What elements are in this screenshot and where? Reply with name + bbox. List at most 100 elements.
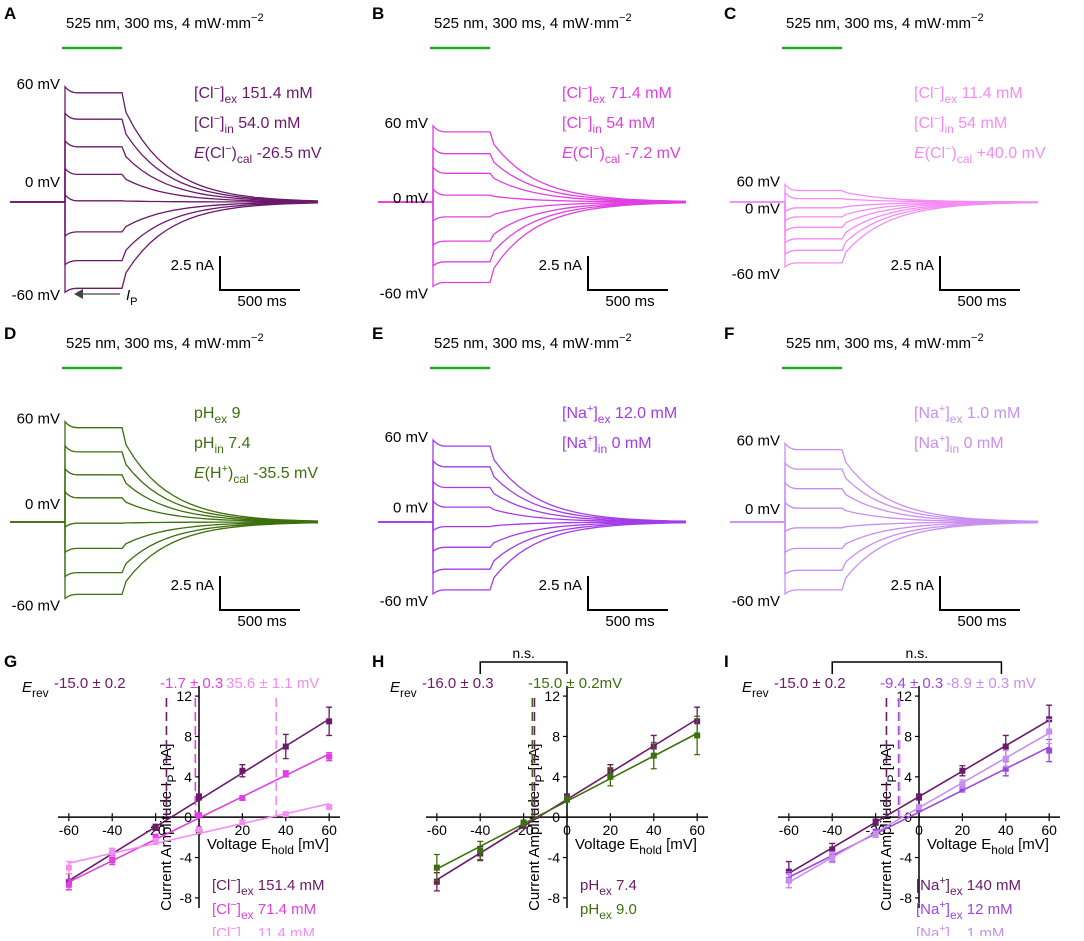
panel-letter: I — [724, 652, 729, 671]
y-tick-label: 4 — [904, 769, 912, 785]
stimulus-label: 525 nm, 300 ms, 4 mW·mm−2 — [786, 332, 984, 352]
current-trace — [378, 201, 687, 247]
voltage-label-neg60: -60 mV — [12, 597, 60, 614]
scale-bar — [587, 256, 668, 291]
y-tick-label: 8 — [184, 728, 192, 744]
condition-text: [Cl−]in 54 mM — [914, 113, 1007, 136]
data-point — [1002, 755, 1009, 762]
trace-panel-f: F 525 nm, 300 ms, 4 mW·mm−2 60 mV 0 mV -60 m… — [724, 324, 1039, 630]
data-point — [196, 826, 202, 833]
data-point — [152, 838, 159, 845]
current-trace — [730, 461, 1039, 523]
trace-panel-e: E 525 nm, 300 ms, 4 mW·mm−2 60 mV 0 mV -60 m… — [372, 324, 687, 630]
current-trace — [10, 521, 319, 600]
erev-value: -9.4 ± 0.3 — [880, 675, 943, 692]
scale-bar-time: 500 ms — [605, 293, 654, 310]
significance-bracket — [831, 661, 1003, 674]
condition-text: E(Cl−)cal +40.0 mV — [914, 143, 1046, 166]
scale-bar — [219, 256, 300, 291]
scale-bar-current: 2.5 nA — [891, 257, 934, 274]
current-trace — [10, 521, 318, 529]
erev-value: -15.0 ± 0.2 — [54, 675, 126, 692]
data-point — [152, 834, 159, 841]
data-point — [872, 831, 879, 838]
current-trace — [378, 187, 686, 203]
current-trace — [10, 111, 319, 203]
stimulus-label: 525 nm, 300 ms, 4 mW·mm−2 — [434, 332, 632, 352]
current-trace — [378, 521, 687, 532]
data-point — [65, 881, 72, 888]
voltage-label-0: 0 mV — [393, 500, 428, 517]
condition-text: [Na+]in 0 mM — [562, 433, 652, 456]
voltage-label-0: 0 mV — [745, 200, 780, 217]
current-trace — [10, 521, 319, 578]
panel-letter: C — [724, 4, 736, 23]
current-traces — [10, 419, 319, 600]
x-tick-label: 60 — [321, 822, 337, 838]
scale-bar-current: 2.5 nA — [539, 257, 582, 274]
data-point — [520, 820, 527, 827]
voltage-label-60: 60 mV — [737, 433, 780, 450]
voltage-label-60: 60 mV — [385, 115, 428, 132]
x-tick-label: 20 — [235, 822, 251, 838]
y-tick-label: 0 — [184, 809, 192, 825]
panel-letter: F — [724, 324, 734, 343]
condition-text: [Cl−]in 54.0 mM — [194, 113, 300, 136]
scale-bar — [939, 256, 1020, 291]
scale-bar-current: 2.5 nA — [171, 577, 214, 594]
x-tick-label: 20 — [603, 822, 619, 838]
voltage-label-60: 60 mV — [385, 429, 428, 446]
data-point — [239, 819, 246, 826]
x-tick-label: -40 — [102, 822, 122, 838]
data-point — [326, 753, 333, 760]
legend-entry: pHex 7.4 — [580, 877, 637, 898]
voltage-label-60: 60 mV — [737, 174, 780, 191]
data-point — [872, 819, 879, 826]
stimulus-label: 525 nm, 300 ms, 4 mW·mm−2 — [66, 332, 264, 352]
trace-panel-b: B 525 nm, 300 ms, 4 mW·mm−2 60 mV 0 mV -60 m… — [372, 4, 687, 310]
x-tick-label: -40 — [470, 822, 490, 838]
data-point — [282, 811, 289, 818]
legend-entry: [Na+]ex 140 mM — [916, 875, 1021, 898]
data-point — [1046, 728, 1053, 735]
x-tick-label: -40 — [822, 822, 842, 838]
data-point — [959, 767, 966, 774]
series-2 — [65, 698, 333, 875]
condition-text: [Cl−]ex 11.4 mM — [914, 83, 1023, 106]
series-1 — [65, 698, 333, 891]
data-point — [152, 824, 159, 831]
x-tick-label: 60 — [689, 822, 705, 838]
legend-entry: [Cl−]ex 71.4 mM — [212, 899, 316, 922]
data-point — [433, 878, 440, 885]
condition-text: E(Cl−)cal -7.2 mV — [562, 143, 681, 166]
data-point — [109, 849, 116, 856]
scale-bar-current: 2.5 nA — [539, 577, 582, 594]
series-2 — [785, 698, 1053, 889]
current-traces — [10, 85, 319, 294]
data-point — [1002, 765, 1009, 772]
current-trace — [730, 441, 1039, 523]
current-trace — [10, 419, 319, 523]
current-trace — [10, 201, 319, 294]
stimulus-label: 525 nm, 300 ms, 4 mW·mm−2 — [66, 12, 264, 32]
data-point — [829, 854, 836, 861]
erev-value: -8.9 ± 0.3 mV — [946, 675, 1036, 692]
current-trace — [378, 459, 687, 523]
current-trace — [730, 201, 1039, 269]
data-point — [282, 743, 289, 750]
y-tick-label: 8 — [552, 728, 560, 744]
current-trace — [10, 467, 319, 523]
y-tick-label: 0 — [552, 809, 560, 825]
data-point — [326, 804, 333, 811]
condition-text: [Cl−]ex 71.4 mM — [562, 83, 672, 106]
data-point — [829, 846, 836, 853]
y-tick-label: 4 — [184, 769, 192, 785]
scale-bar-current: 2.5 nA — [891, 577, 934, 594]
data-point — [785, 877, 792, 884]
data-point — [694, 732, 701, 739]
current-trace — [10, 490, 318, 523]
voltage-label-neg60: -60 mV — [732, 593, 780, 610]
y-tick-label: -8 — [548, 890, 561, 906]
legend-entry: [Cl−]ex 11.4 mM — [212, 923, 315, 936]
